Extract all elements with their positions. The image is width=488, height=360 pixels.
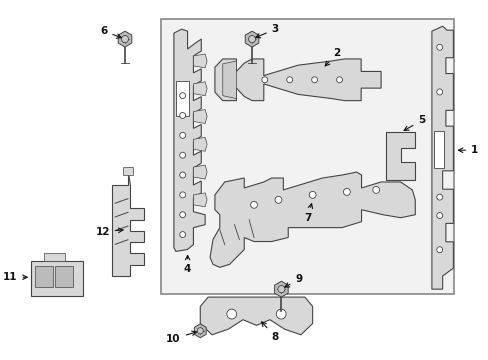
Polygon shape [433, 131, 443, 168]
Polygon shape [215, 59, 380, 100]
Text: 8: 8 [261, 322, 278, 342]
Circle shape [248, 36, 255, 43]
Polygon shape [118, 31, 132, 47]
Text: 6: 6 [100, 26, 121, 38]
Polygon shape [200, 297, 312, 335]
Bar [44, 253, 65, 261]
Polygon shape [112, 173, 143, 276]
Polygon shape [193, 82, 207, 96]
Polygon shape [223, 61, 236, 99]
Bar [161, 19, 453, 294]
Text: 1: 1 [457, 145, 477, 155]
Bar [31, 261, 83, 296]
Text: 7: 7 [304, 204, 312, 223]
Polygon shape [193, 109, 207, 123]
Polygon shape [194, 324, 206, 338]
Circle shape [180, 132, 185, 138]
Polygon shape [385, 132, 414, 180]
Polygon shape [193, 193, 207, 207]
Circle shape [311, 77, 317, 83]
Circle shape [180, 231, 185, 238]
Polygon shape [274, 281, 287, 297]
Text: 10: 10 [166, 331, 196, 344]
Circle shape [286, 77, 292, 83]
Circle shape [336, 77, 342, 83]
Polygon shape [193, 165, 207, 179]
Polygon shape [123, 167, 132, 175]
Circle shape [436, 212, 442, 219]
Circle shape [180, 212, 185, 218]
Circle shape [436, 44, 442, 50]
Circle shape [436, 89, 442, 95]
Circle shape [180, 172, 185, 178]
Polygon shape [193, 137, 207, 151]
Polygon shape [245, 31, 258, 47]
Polygon shape [193, 54, 207, 68]
Circle shape [180, 93, 185, 99]
Circle shape [226, 309, 236, 319]
Circle shape [121, 36, 128, 43]
Text: 5: 5 [403, 116, 425, 130]
Polygon shape [176, 81, 188, 116]
Circle shape [180, 192, 185, 198]
Circle shape [436, 194, 442, 200]
Circle shape [261, 77, 267, 83]
Circle shape [180, 152, 185, 158]
Text: 2: 2 [325, 48, 340, 66]
Polygon shape [431, 26, 452, 289]
Circle shape [308, 192, 315, 198]
Text: 3: 3 [255, 24, 278, 38]
Circle shape [436, 247, 442, 253]
Text: 11: 11 [3, 272, 27, 282]
Text: 12: 12 [96, 226, 122, 237]
Circle shape [277, 285, 285, 293]
Bar [54, 266, 73, 287]
Circle shape [372, 186, 379, 193]
Circle shape [274, 196, 281, 203]
Circle shape [250, 201, 257, 208]
Circle shape [197, 328, 203, 334]
Text: 9: 9 [285, 274, 302, 287]
Circle shape [343, 188, 349, 195]
Polygon shape [210, 172, 414, 267]
Polygon shape [174, 29, 205, 251]
Text: 4: 4 [183, 256, 191, 274]
Circle shape [276, 309, 285, 319]
Bar [35, 266, 53, 287]
Circle shape [180, 113, 185, 118]
